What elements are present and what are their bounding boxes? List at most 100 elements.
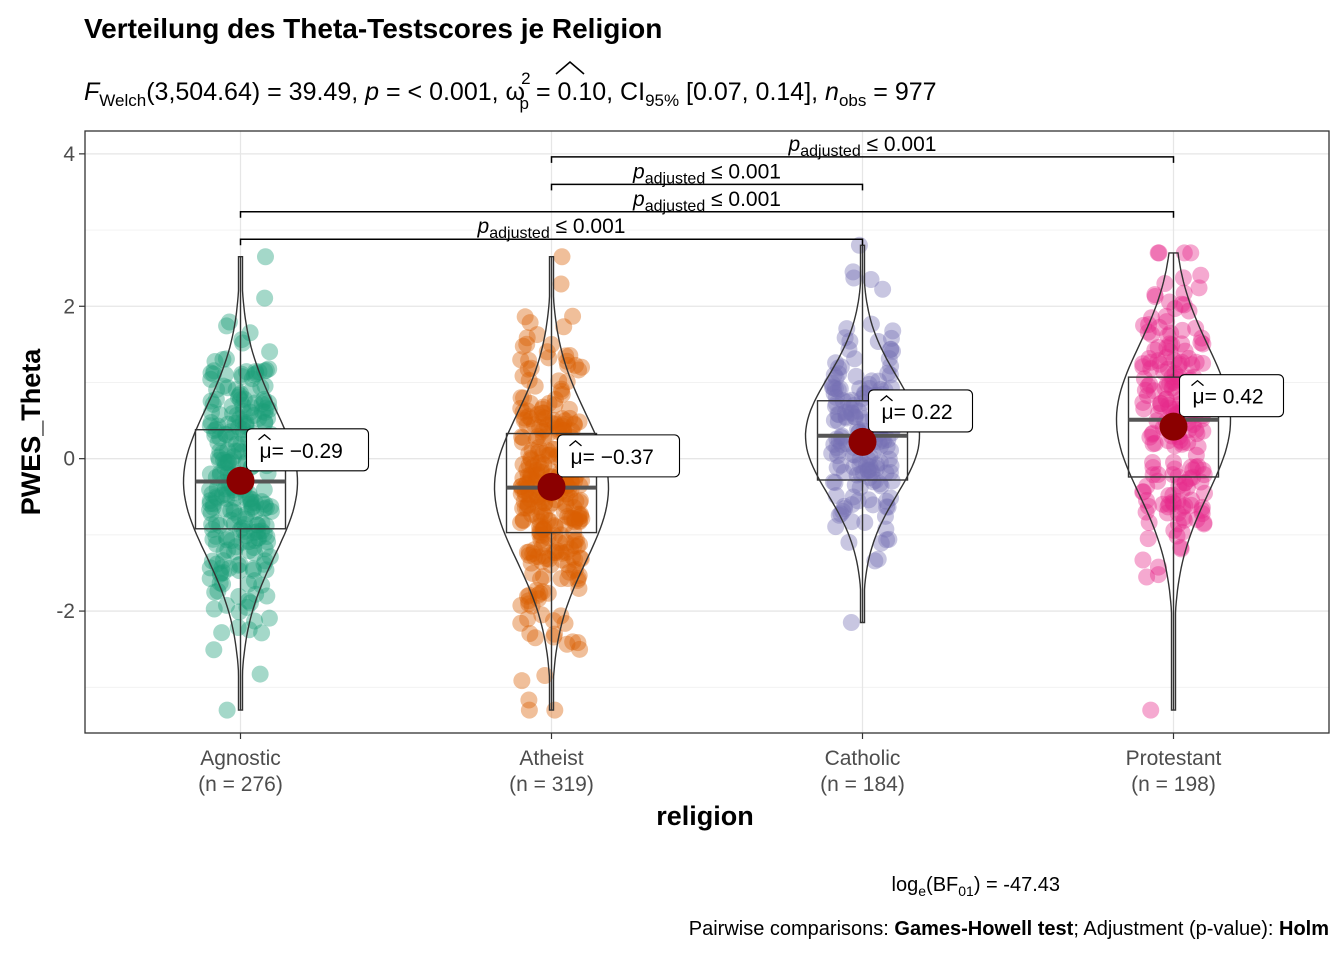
mean-label-box bbox=[556, 434, 681, 478]
data-point bbox=[861, 461, 879, 479]
data-point bbox=[512, 514, 530, 532]
data-point bbox=[561, 346, 579, 364]
data-point bbox=[1166, 300, 1184, 318]
data-point bbox=[519, 587, 537, 605]
data-point bbox=[531, 513, 549, 531]
data-point bbox=[825, 435, 843, 453]
data-point bbox=[1157, 390, 1175, 408]
data-point bbox=[234, 402, 252, 420]
data-point bbox=[1149, 566, 1167, 584]
data-point bbox=[1157, 348, 1175, 366]
data-point bbox=[872, 477, 890, 495]
data-point bbox=[823, 378, 841, 396]
data-point bbox=[847, 367, 865, 385]
subtitle-stat-sub: Welch bbox=[99, 91, 146, 110]
data-point bbox=[544, 612, 562, 630]
data-point bbox=[533, 526, 551, 544]
box bbox=[505, 432, 598, 534]
data-point bbox=[1161, 343, 1179, 361]
data-point bbox=[1139, 377, 1157, 395]
data-point bbox=[215, 377, 233, 395]
data-point bbox=[544, 411, 562, 429]
data-point bbox=[1151, 355, 1169, 373]
data-point bbox=[220, 313, 238, 331]
data-point bbox=[523, 505, 541, 523]
data-point bbox=[1155, 363, 1173, 381]
data-point bbox=[1145, 382, 1163, 400]
data-point bbox=[245, 539, 263, 557]
subtitle-n-value: = 977 bbox=[866, 78, 936, 106]
data-point bbox=[532, 531, 550, 549]
data-point bbox=[1182, 244, 1200, 262]
data-point bbox=[253, 493, 271, 511]
data-point bbox=[1149, 244, 1167, 262]
data-point bbox=[553, 410, 571, 428]
data-point bbox=[550, 418, 568, 436]
data-point bbox=[520, 546, 538, 564]
data-point bbox=[844, 263, 862, 281]
data-point bbox=[882, 457, 900, 475]
data-point bbox=[1134, 393, 1152, 411]
data-point bbox=[514, 469, 532, 487]
data-point bbox=[832, 435, 850, 453]
data-point bbox=[514, 403, 532, 421]
data-point bbox=[219, 454, 237, 472]
subtitle-n-sub: obs bbox=[839, 91, 866, 110]
data-point bbox=[206, 583, 224, 601]
data-point bbox=[540, 349, 558, 367]
data-point bbox=[521, 314, 539, 332]
data-point bbox=[557, 497, 575, 515]
data-point bbox=[238, 505, 256, 523]
data-point bbox=[246, 532, 264, 550]
data-point bbox=[859, 461, 877, 479]
data-point bbox=[540, 550, 558, 568]
data-point bbox=[539, 584, 557, 602]
data-point bbox=[213, 444, 231, 462]
data-point bbox=[209, 448, 227, 466]
mean-label: μ= −0.37 bbox=[571, 446, 654, 469]
data-point bbox=[218, 454, 236, 472]
data-point bbox=[204, 365, 222, 383]
data-point bbox=[519, 496, 537, 514]
data-point bbox=[213, 559, 231, 577]
mean-atheist: μ= −0.37 bbox=[537, 434, 681, 501]
data-point bbox=[559, 570, 577, 588]
bracket-label: padjusted ≤ 0.001 bbox=[788, 133, 937, 160]
data-point bbox=[516, 308, 534, 326]
data-point bbox=[233, 519, 251, 537]
data-point bbox=[837, 408, 855, 426]
data-point bbox=[1182, 496, 1200, 514]
data-point bbox=[256, 540, 274, 558]
mean-label-box bbox=[245, 428, 370, 472]
data-point bbox=[524, 545, 542, 563]
data-point bbox=[882, 441, 900, 459]
data-point bbox=[514, 511, 532, 529]
data-point bbox=[203, 485, 221, 503]
data-point bbox=[825, 384, 843, 402]
data-point bbox=[233, 368, 251, 386]
data-point bbox=[825, 411, 843, 429]
data-point bbox=[1135, 370, 1153, 388]
data-point bbox=[1136, 381, 1154, 399]
data-point bbox=[830, 442, 848, 460]
data-point bbox=[1144, 424, 1162, 442]
data-point bbox=[864, 496, 882, 514]
pairwise-bracket: padjusted ≤ 0.001 bbox=[239, 215, 864, 246]
data-point bbox=[204, 498, 222, 516]
data-point bbox=[571, 505, 589, 523]
data-point bbox=[222, 430, 240, 448]
data-point bbox=[514, 337, 532, 355]
data-point bbox=[235, 390, 253, 408]
data-point bbox=[1150, 244, 1168, 262]
data-point bbox=[525, 416, 543, 434]
data-point bbox=[201, 495, 219, 513]
data-point bbox=[208, 480, 226, 498]
data-point bbox=[223, 532, 241, 550]
data-point bbox=[861, 458, 879, 476]
data-point bbox=[1187, 421, 1205, 439]
data-point bbox=[257, 361, 275, 379]
data-point bbox=[218, 317, 236, 335]
data-point bbox=[1159, 327, 1177, 345]
data-point bbox=[857, 456, 875, 474]
data-point bbox=[531, 526, 549, 544]
